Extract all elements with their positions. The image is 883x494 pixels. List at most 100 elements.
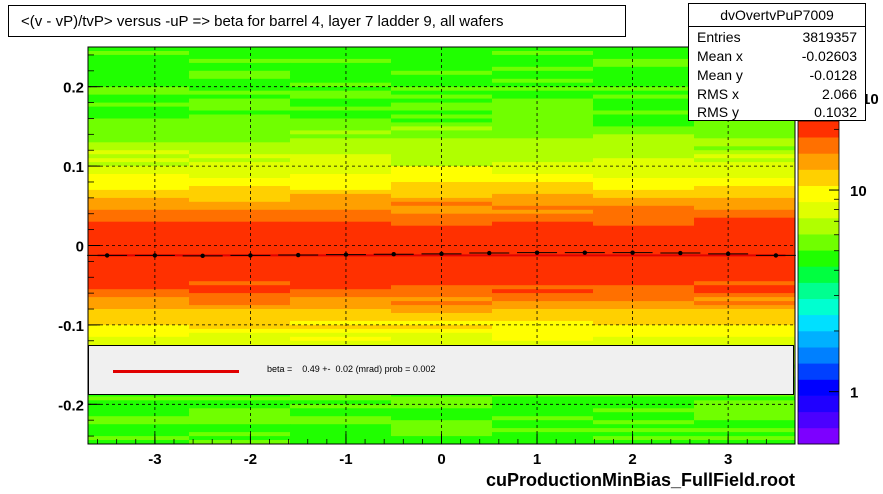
x-tick-label: -2 [244,451,257,468]
heatmap-cell [290,201,392,207]
heatmap-cell [290,174,392,179]
stats-label: Mean x [697,48,743,64]
heatmap-cell [391,170,493,175]
heatmap-cell [88,193,190,199]
heatmap-cell [694,301,796,306]
heatmap-cell [88,58,190,64]
heatmap-cell [88,213,190,219]
heatmap-cell [593,146,695,151]
heatmap-cell [593,428,695,433]
heatmap-cell [88,249,190,254]
heatmap-cell [492,106,594,111]
heatmap-cell [189,237,291,242]
heatmap-cell [189,301,291,306]
color-scale-step [798,395,839,413]
heatmap-cell [593,82,695,88]
heatmap-cell [189,166,291,171]
heatmap-cell [290,273,392,278]
heatmap-cell [88,126,190,131]
stats-label: RMS y [697,104,739,120]
heatmap-cell [391,324,493,330]
heatmap-cell [593,233,695,238]
heatmap-cell [88,158,190,163]
heatmap-cell [189,142,291,147]
heatmap-cell [88,90,190,96]
heatmap-cell [189,396,291,401]
heatmap-cell [88,265,190,270]
color-scale-step [798,137,839,154]
heatmap-cell [189,54,291,60]
heatmap-cell [290,400,392,405]
profile-point [630,250,635,255]
heatmap-cell [391,396,493,401]
heatmap-cell [189,217,291,223]
heatmap-cell [189,86,291,92]
heatmap-cell [391,408,493,413]
heatmap-cell [189,66,291,72]
heatmap-cell [492,90,594,96]
heatmap-cell [290,62,392,68]
heatmap-cell [189,416,291,421]
color-scale-step [798,298,839,316]
heatmap-cell [694,205,796,211]
heatmap-cell [694,126,796,131]
heatmap-cell [290,162,392,167]
heatmap-cell [88,102,190,107]
heatmap-cell [593,201,695,207]
heatmap-cell [88,86,190,92]
heatmap-cell [189,440,291,445]
heatmap-cell [593,324,695,330]
heatmap-cell [694,336,796,342]
heatmap-cell [88,51,190,56]
heatmap-cell [492,301,594,306]
y-tick-label: -0.1 [58,318,84,335]
heatmap-cell [88,257,190,262]
heatmap-cell [88,285,190,290]
heatmap-cell [189,332,291,338]
heatmap-cell [391,336,493,342]
heatmap-cell [593,70,695,76]
heatmap-cell [189,257,291,262]
heatmap-cell [189,51,291,56]
heatmap-cell [88,47,190,52]
y-axis: -0.2 -0.1 0 0.1 0.2 [58,54,100,437]
heatmap-cell [391,313,493,318]
heatmap-cell [189,273,291,278]
heatmap-cell [694,197,796,203]
heatmap-cell [189,138,291,143]
heatmap-cell [593,166,695,171]
heatmap-cell [492,150,594,155]
heatmap-cell [492,273,594,278]
heatmap-cell [492,130,594,135]
heatmap-cell [290,261,392,266]
heatmap-cell [189,233,291,238]
heatmap-cell [391,126,493,131]
y-tick-label: 0.2 [63,80,84,97]
heatmap-cell [492,436,594,441]
heatmap-cell [88,174,190,179]
heatmap-cell [492,122,594,127]
heatmap-cell [593,404,695,409]
profile-point [725,251,731,257]
heatmap-cell [290,110,392,115]
heatmap-cell [189,221,291,227]
heatmap-cell [189,324,291,330]
heatmap-cell [290,245,392,250]
heatmap-cell [290,269,392,274]
heatmap-cell [290,94,392,99]
heatmap-cell [492,257,594,262]
heatmap-cell [492,400,594,405]
heatmap-cell [88,205,190,211]
heatmap-cell [694,309,796,314]
heatmap-cell [492,317,594,322]
heatmap-cell [88,130,190,135]
heatmap-cell [88,201,190,207]
heatmap-cell [593,336,695,342]
heatmap-cell [593,293,695,298]
heatmap-cell [694,150,796,155]
heatmap-cell [88,277,190,282]
heatmap-cell [694,213,796,219]
heatmap-cell [88,98,190,103]
heatmap-cell [88,74,190,80]
heatmap-cell [694,408,796,413]
